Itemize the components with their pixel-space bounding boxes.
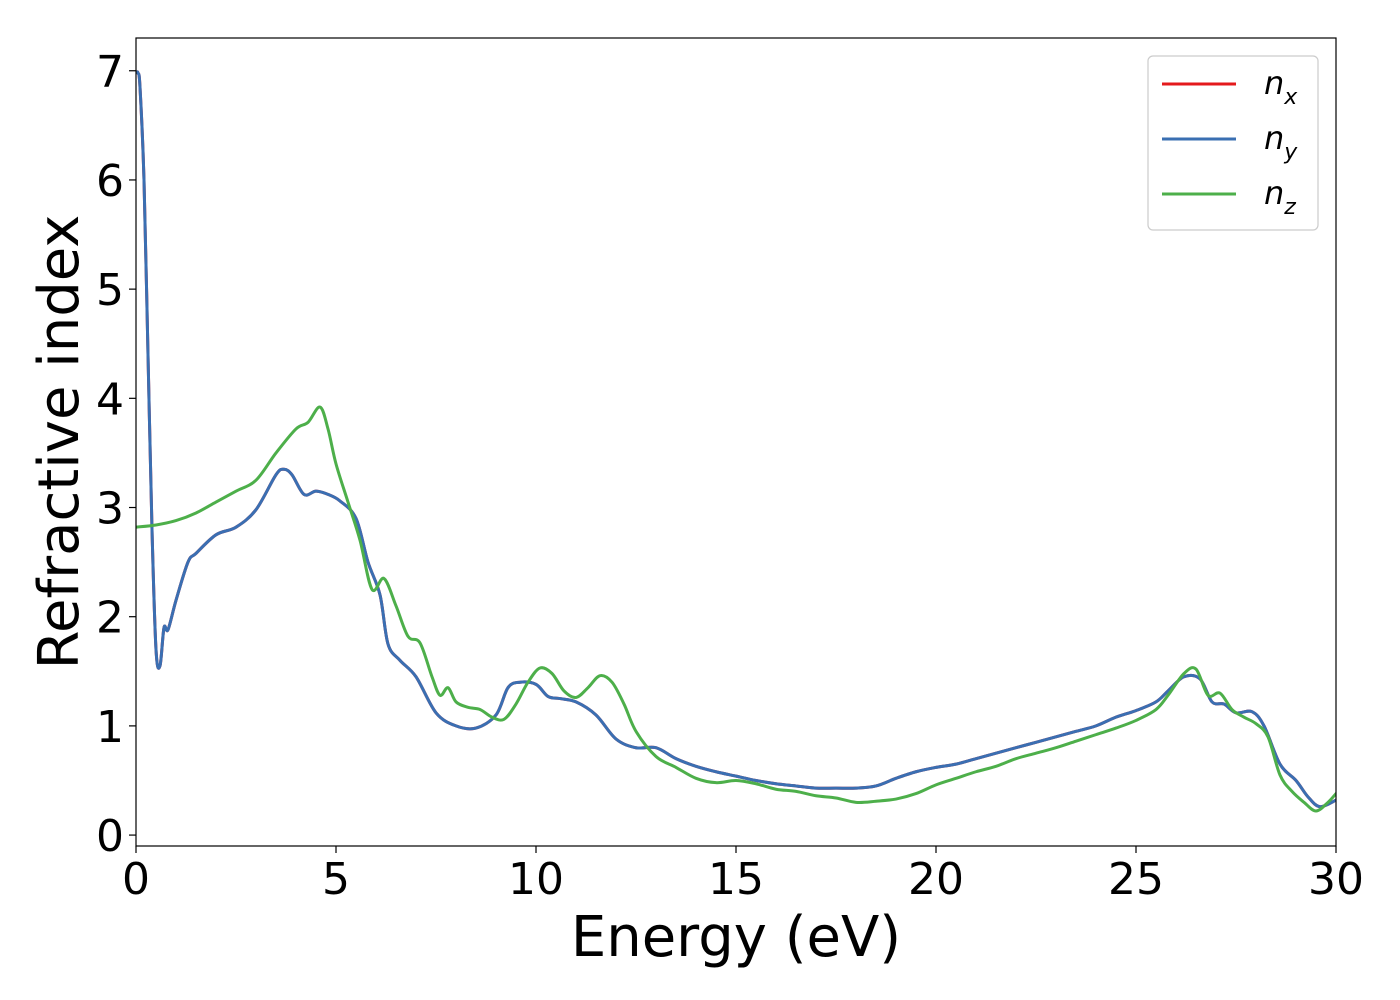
x-axis-title: Energy (eV) (571, 905, 901, 970)
y-tick-label: 6 (96, 156, 124, 207)
y-tick-label: 0 (96, 811, 124, 862)
y-axis-ticks: 0 1 2 3 4 5 6 7 (96, 47, 136, 862)
x-tick-label: 25 (1108, 854, 1164, 905)
legend: nx ny nz (1147, 55, 1319, 231)
x-axis-ticks: 0 5 10 15 20 25 30 (122, 846, 1364, 905)
series-layer (136, 70, 1336, 813)
y-tick-label: 3 (96, 484, 124, 535)
y-tick-label: 5 (96, 265, 124, 316)
y-tick-label: 2 (96, 593, 124, 644)
y-axis-title: Refractive index (27, 215, 92, 670)
y-tick-label: 7 (96, 47, 124, 98)
legend-label-y: ny (1264, 119, 1298, 165)
series-line-z (136, 405, 1336, 813)
x-tick-label: 10 (508, 854, 564, 905)
y-tick-label: 4 (96, 374, 124, 425)
legend-label-z: nz (1264, 174, 1296, 220)
legend-label-x: nx (1264, 64, 1298, 110)
y-tick-label: 1 (96, 702, 124, 753)
x-tick-label: 0 (122, 854, 150, 905)
x-tick-label: 15 (708, 854, 764, 905)
x-tick-label: 5 (322, 854, 350, 905)
x-tick-label: 20 (908, 854, 964, 905)
series-line-y (136, 70, 1336, 809)
legend-box (1147, 55, 1319, 231)
x-tick-label: 30 (1308, 854, 1364, 905)
